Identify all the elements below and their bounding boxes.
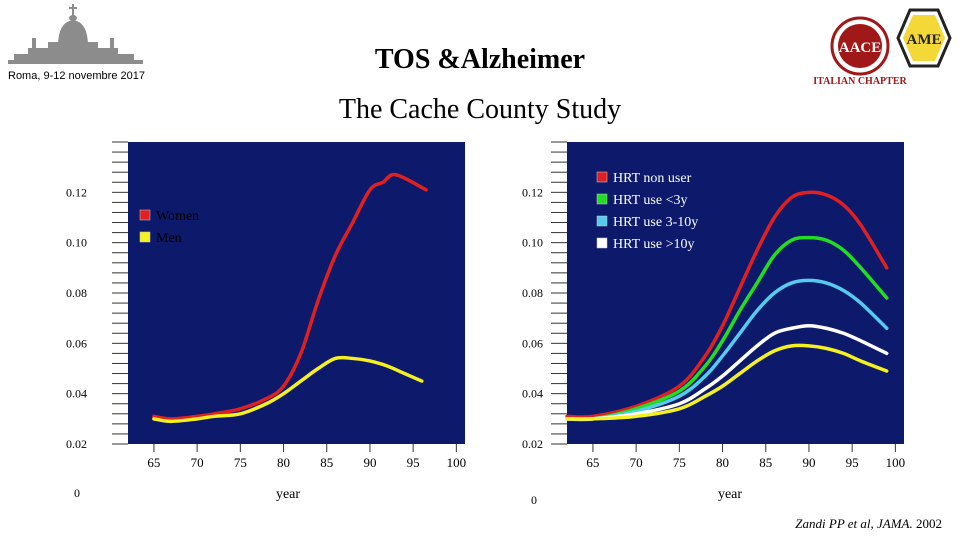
header-caption: Roma, 9-12 novembre 2017	[8, 70, 145, 82]
y-tick-label: 0.12	[522, 185, 543, 199]
y-tick-label: 0.02	[522, 437, 543, 451]
legend-swatch-1	[139, 231, 151, 243]
x-tick-label: 70	[630, 455, 643, 470]
citation-authors: Zandi PP et al, JAMA.	[795, 516, 913, 531]
y-zero-label: 0	[74, 486, 80, 500]
y-tick-label: 0.10	[522, 236, 543, 250]
series-line-1	[565, 235, 889, 422]
y-tick-label: 0.04	[66, 387, 87, 401]
x-tick-label: 95	[407, 455, 420, 470]
y-tick-label: 0.06	[66, 336, 87, 350]
citation-year: 2002	[916, 516, 942, 531]
legend-swatch-2	[596, 215, 608, 227]
y-tick-label: 0.08	[66, 286, 87, 300]
series-line-0	[565, 190, 889, 419]
y-tick-label: 0.10	[66, 236, 87, 250]
ame-logo: AME	[896, 8, 952, 68]
legend-label-3: HRT use >10y	[613, 237, 694, 252]
series-line-1	[152, 355, 424, 424]
x-tick-label: 75	[673, 455, 686, 470]
page-subtitle: The Cache County Study	[338, 94, 622, 125]
y-tick-label: 0.04	[522, 387, 543, 401]
legend-swatch-0	[139, 209, 151, 221]
chart-women-men: 0.02 0.04 0.06 0.08 0.10 0.12 0 65 70 75 80 85 90 95 1…	[66, 141, 467, 502]
y-tick-label: 0.06	[522, 336, 543, 350]
aace-logo-caption: ITALIAN CHAPTER	[813, 76, 907, 87]
y-tick-label: 0.02	[66, 437, 87, 451]
x-tick-label: 85	[320, 455, 333, 470]
legend-swatch-3	[596, 237, 608, 249]
plot-area	[128, 142, 465, 444]
legend-label-1: Men	[156, 231, 182, 246]
x-tick-label: 80	[277, 455, 290, 470]
chart-hrt: 0.02 0.04 0.06 0.08 0.10 0.12 0 65 70 75 80 85 90 95 1…	[522, 141, 906, 507]
x-tick-label: 90	[363, 455, 376, 470]
x-tick-label: 70	[191, 455, 204, 470]
x-axis-label: year	[276, 487, 300, 502]
ame-logo-letters: AME	[907, 32, 942, 48]
legend-label-1: HRT use <3y	[613, 193, 687, 208]
x-tick-label: 100	[886, 455, 906, 470]
legend-label-0: Women	[156, 209, 199, 224]
x-tick-label: 90	[802, 455, 815, 470]
y-tick-label: 0.08	[522, 286, 543, 300]
x-axis-label: year	[718, 487, 742, 502]
legend-swatch-1	[596, 193, 608, 205]
y-zero-label: 0	[531, 493, 537, 507]
x-tick-label: 65	[147, 455, 160, 470]
aace-logo-letters: AACE	[839, 40, 882, 56]
series-line-0	[152, 172, 428, 421]
x-tick-label: 80	[716, 455, 729, 470]
series-line-4	[565, 343, 889, 421]
plot-area	[567, 142, 904, 444]
citation: Zandi PP et al, JAMA. 2002	[795, 516, 942, 532]
series-line-3	[565, 323, 889, 421]
page-title: TOS &Alzheimer	[374, 44, 586, 75]
x-tick-label: 95	[846, 455, 859, 470]
basilica-logo	[8, 4, 143, 64]
x-tick-label: 65	[586, 455, 599, 470]
legend-swatch-0	[596, 171, 608, 183]
x-tick-label: 75	[234, 455, 247, 470]
y-tick-label: 0.12	[66, 185, 87, 199]
x-tick-label: 100	[447, 455, 467, 470]
legend-label-2: HRT use 3-10y	[613, 215, 698, 230]
aace-logo: AACE ITALIAN CHAPTER	[813, 16, 907, 87]
legend-label-0: HRT non user	[613, 171, 692, 186]
x-tick-label: 85	[759, 455, 772, 470]
series-line-2	[565, 278, 889, 422]
